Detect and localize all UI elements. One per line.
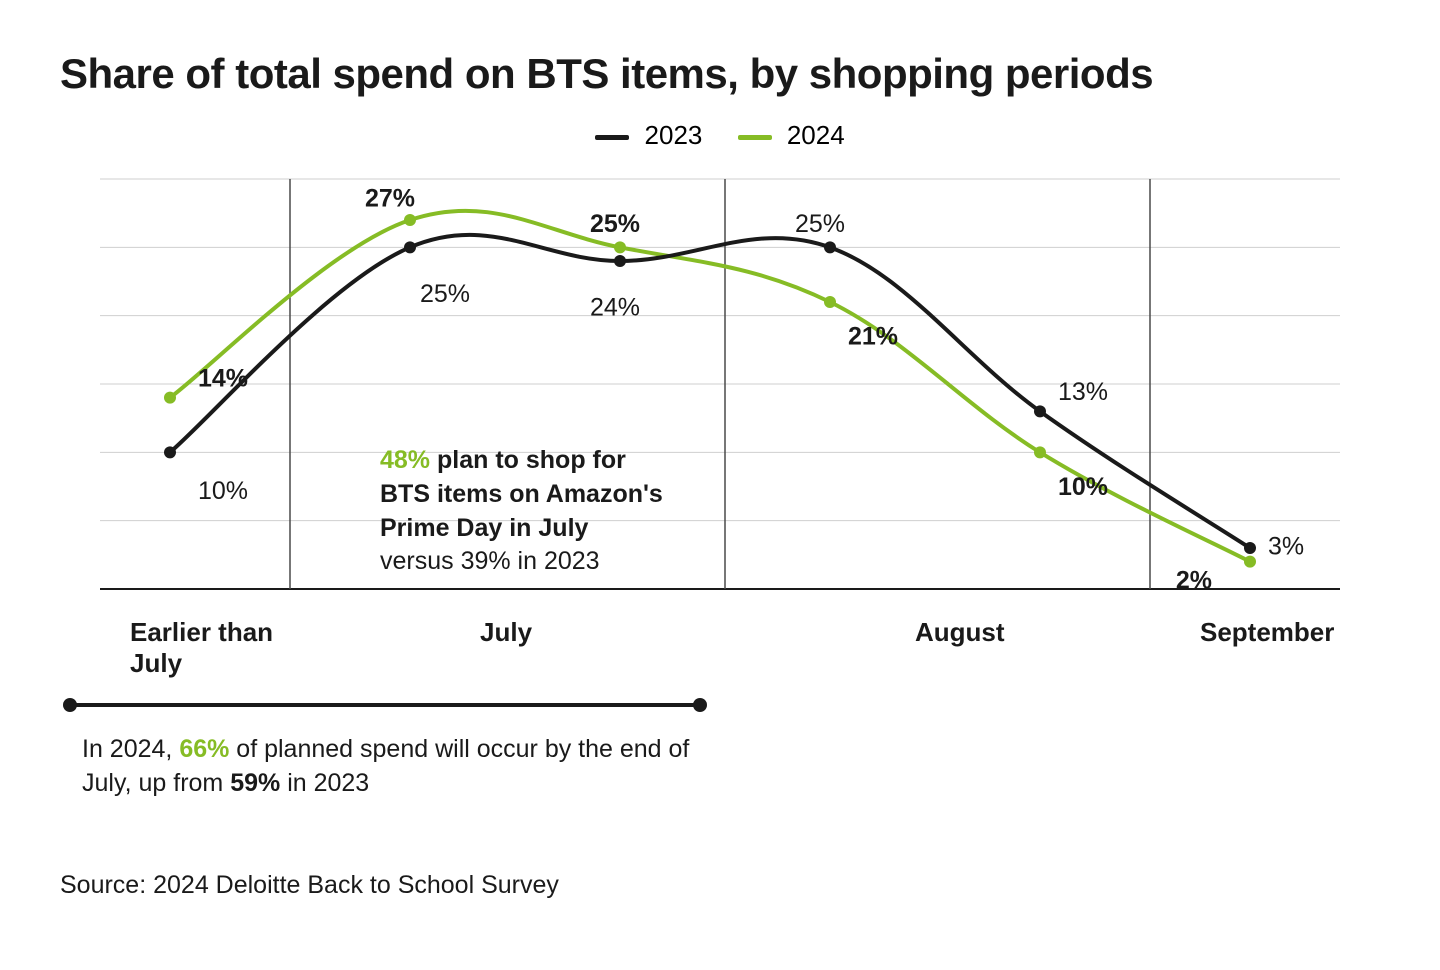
bracket-bold: 59%: [230, 769, 280, 797]
svg-text:14%: 14%: [198, 364, 248, 392]
svg-text:3%: 3%: [1268, 533, 1304, 561]
legend: 2023 2024: [60, 120, 1380, 151]
source-attribution: Source: 2024 Deloitte Back to School Sur…: [60, 871, 559, 900]
legend-label-2024: 2024: [787, 120, 845, 150]
line-chart: 14% 27% 25% 21% 10% 2% 10% 25% 24% 25% 13% 3%: [60, 169, 1380, 609]
x-axis-label: July: [480, 617, 532, 648]
legend-label-2023: 2023: [645, 120, 703, 150]
svg-text:10%: 10%: [1058, 473, 1108, 501]
callout-line2: BTS items on Amazon's: [380, 480, 663, 508]
svg-text:13%: 13%: [1058, 378, 1108, 406]
callout-line1: plan to shop for: [430, 446, 626, 474]
chart-title: Share of total spend on BTS items, by sh…: [60, 50, 1380, 98]
bracket-hl: 66%: [179, 735, 229, 763]
bracket-prefix: In 2024,: [82, 735, 179, 763]
svg-text:21%: 21%: [848, 323, 898, 351]
callout-highlight: 48%: [380, 446, 430, 474]
callout-line4: versus 39% in 2023: [380, 547, 600, 575]
x-axis-label: Earlier thanJuly: [130, 617, 273, 679]
bracket-line: [60, 695, 710, 715]
svg-text:25%: 25%: [590, 210, 640, 238]
bracket: In 2024, 66% of planned spend will occur…: [60, 695, 1380, 801]
svg-text:2%: 2%: [1176, 566, 1212, 594]
svg-text:27%: 27%: [365, 185, 415, 213]
bracket-caption: In 2024, 66% of planned spend will occur…: [82, 733, 702, 801]
legend-swatch-2024: [738, 135, 772, 140]
legend-item-2023: 2023: [595, 120, 702, 151]
callout-line3: Prime Day in July: [380, 514, 588, 542]
svg-text:25%: 25%: [795, 210, 845, 238]
svg-text:10%: 10%: [198, 477, 248, 505]
legend-item-2024: 2024: [738, 120, 845, 151]
x-axis-label: August: [915, 617, 1005, 648]
x-axis-label: September: [1200, 617, 1334, 648]
legend-swatch-2023: [595, 135, 629, 140]
bracket-suffix: in 2023: [280, 769, 369, 797]
prime-day-callout: 48% plan to shop for BTS items on Amazon…: [380, 444, 663, 579]
svg-text:25%: 25%: [420, 280, 470, 308]
x-axis-labels: Earlier thanJuly July August September: [60, 609, 1380, 687]
chart-region: 14% 27% 25% 21% 10% 2% 10% 25% 24% 25% 13% 3% 48% p…: [60, 169, 1380, 801]
svg-text:24%: 24%: [590, 294, 640, 322]
